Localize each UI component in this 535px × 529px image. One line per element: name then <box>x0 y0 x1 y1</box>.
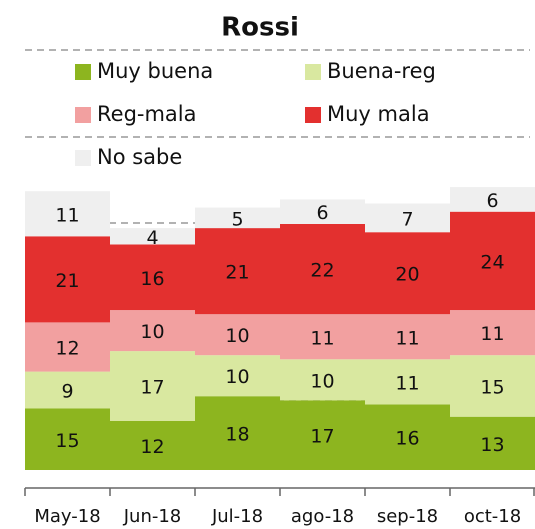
plot: 15 9 12 21 11 12 17 10 16 4 18 10 10 21 5 17 10 11 22 6 16 11… <box>25 187 535 470</box>
data-label: 6 <box>316 202 328 224</box>
bar-segment <box>195 355 280 397</box>
bar-segment <box>365 232 450 315</box>
data-label: 11 <box>395 372 419 394</box>
legend-label: Muy mala <box>327 102 430 126</box>
bar-segment <box>195 314 280 356</box>
data-label: 10 <box>225 325 249 347</box>
bar-segment <box>110 420 195 470</box>
chart-title: Rossi <box>221 13 299 43</box>
data-label: 18 <box>225 424 249 446</box>
x-tick-label: ago-18 <box>291 506 354 527</box>
data-label: 11 <box>395 327 419 349</box>
bar-segment <box>280 314 365 360</box>
legend-label: No sabe <box>97 145 182 169</box>
bar-segment <box>110 244 195 311</box>
data-label: 21 <box>55 270 79 292</box>
data-label: 9 <box>61 381 73 403</box>
bar-segment <box>280 199 365 224</box>
data-label: 5 <box>231 208 243 230</box>
bar-segment <box>450 355 535 417</box>
x-tick-label: Jun-18 <box>123 506 182 527</box>
bar-segment <box>195 396 280 470</box>
bar-segment <box>280 359 365 401</box>
data-label: 17 <box>140 376 164 398</box>
bar-segment <box>450 416 535 470</box>
bar-segment <box>365 404 450 470</box>
legend-swatch <box>75 150 91 166</box>
bar-segment <box>195 207 280 229</box>
data-label: 12 <box>140 436 164 458</box>
data-label: 16 <box>395 428 419 450</box>
bar-segment <box>280 224 365 315</box>
data-label: 4 <box>146 227 158 249</box>
bar-segment <box>365 314 450 360</box>
bar-segment <box>195 228 280 315</box>
data-label: 13 <box>480 434 504 456</box>
data-label: 6 <box>486 190 498 212</box>
data-label: 22 <box>310 260 334 282</box>
bar-segment <box>365 203 450 233</box>
bar-segment <box>25 191 110 237</box>
data-label: 21 <box>225 262 249 284</box>
bar-segment <box>110 228 195 245</box>
bar-segment <box>25 408 110 470</box>
bar-segment <box>110 351 195 421</box>
bar-segment <box>25 322 110 372</box>
legend-label: Reg-mala <box>97 102 197 126</box>
x-tick-label: May-18 <box>34 506 100 527</box>
data-label: 15 <box>55 430 79 452</box>
data-label: 11 <box>480 323 504 345</box>
legend-swatch <box>75 64 91 80</box>
x-tick-label: oct-18 <box>464 506 521 527</box>
x-tick-label: sep-18 <box>377 506 438 527</box>
data-label: 11 <box>55 204 79 226</box>
data-label: 16 <box>140 268 164 290</box>
data-label: 7 <box>401 208 413 230</box>
legend-label: Buena-reg <box>327 59 436 83</box>
data-label: 10 <box>225 366 249 388</box>
legend-swatch <box>305 64 321 80</box>
data-label: 12 <box>55 338 79 360</box>
bar-segment <box>450 310 535 356</box>
data-label: 10 <box>140 321 164 343</box>
data-label: 24 <box>480 251 504 273</box>
bar-segment <box>450 211 535 311</box>
data-label: 15 <box>480 376 504 398</box>
legend-label: Muy buena <box>97 59 213 83</box>
bar-segment <box>280 400 365 470</box>
bar-segment <box>25 371 110 409</box>
data-label: 17 <box>310 426 334 448</box>
data-label: 10 <box>310 370 334 392</box>
data-label: 20 <box>395 264 419 286</box>
legend-swatch <box>75 107 91 123</box>
bar-segment <box>110 310 195 352</box>
bar-segment <box>365 359 450 405</box>
data-label: 11 <box>310 327 334 349</box>
bar-segment <box>25 236 110 323</box>
x-tick-label: Jul-18 <box>211 506 263 527</box>
bar-segment <box>450 187 535 212</box>
legend-swatch <box>305 107 321 123</box>
